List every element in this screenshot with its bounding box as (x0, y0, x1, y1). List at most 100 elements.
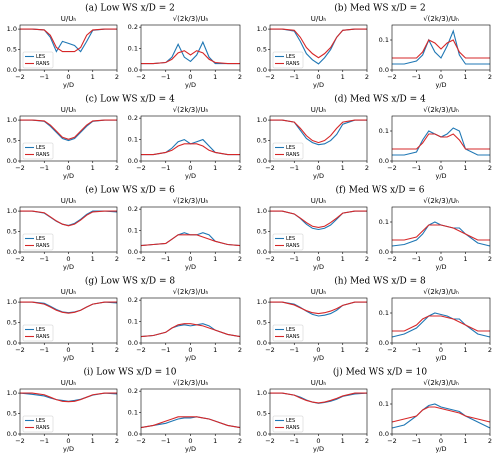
y-tick-label: 0.1 (128, 318, 138, 326)
x-tick-label: 1 (91, 346, 95, 354)
series-line (392, 315, 490, 332)
y-tick-label: 0.0 (7, 157, 17, 165)
x-tick-label: 2 (365, 437, 369, 445)
y-tick-label: 0.5 (257, 410, 267, 418)
x-tick-label: −2 (15, 255, 25, 263)
y-tick-label: 0.0 (257, 430, 267, 438)
x-tick-label: 0 (188, 164, 192, 172)
axes-title: √(2k/3)/Uₕ (423, 15, 459, 23)
x-tick-label: −1 (412, 437, 422, 445)
series-line (141, 138, 240, 156)
x-tick-label: 0 (316, 164, 320, 172)
legend-label: LES (36, 145, 45, 151)
x-tick-label: 1 (341, 164, 345, 172)
axes-frame (391, 206, 491, 253)
y-tick-label: 1.0 (7, 116, 17, 124)
y-tick-label: 0.0 (7, 66, 17, 74)
panel-title: (a) Low WS x/D = 2 (85, 3, 175, 14)
axes-frame (19, 297, 118, 344)
y-tick-label: 0.5 (257, 46, 267, 54)
x-tick-label: 1 (463, 437, 467, 445)
series-line (270, 392, 367, 404)
series-line (270, 392, 368, 404)
axes-frame (19, 115, 118, 162)
axes-title: U/Uₕ (311, 379, 327, 387)
x-tick-label: 0 (439, 73, 443, 81)
series-line (20, 119, 117, 142)
x-tick-label: −2 (136, 73, 146, 81)
y-tick-label: 0.1 (379, 127, 389, 135)
axes-title: U/Uₕ (61, 379, 77, 387)
x-tick-label: 2 (115, 255, 119, 263)
x-axis-label: y/D (313, 263, 324, 271)
y-tick-label: 1.0 (7, 298, 17, 306)
legend-label: RANS (286, 152, 300, 158)
x-tick-label: 1 (463, 73, 467, 81)
y-tick-label: 0.1 (379, 36, 389, 44)
x-tick-label: −1 (412, 346, 422, 354)
series-line (270, 301, 367, 315)
legend-label: RANS (286, 425, 300, 431)
x-axis-label: y/D (63, 354, 74, 362)
x-tick-label: 0 (316, 346, 320, 354)
axes-frame (19, 24, 118, 71)
y-tick-label: 0.0 (257, 157, 267, 165)
series-line (20, 28, 117, 53)
x-tick-label: 0 (66, 255, 70, 263)
x-tick-label: 2 (365, 255, 369, 263)
x-tick-label: 2 (365, 346, 369, 354)
x-axis-label: y/D (313, 445, 324, 453)
x-tick-label: 0 (188, 346, 192, 354)
x-tick-label: −2 (15, 346, 25, 354)
axes-frame (269, 297, 368, 344)
axes-title: √(2k/3)/Uₕ (173, 15, 209, 23)
y-tick-label: 0.0 (257, 248, 267, 256)
series-line (20, 301, 117, 314)
x-tick-label: 2 (365, 164, 369, 172)
x-tick-label: 1 (213, 437, 217, 445)
x-axis-label: y/D (435, 172, 446, 180)
x-tick-label: 0 (316, 255, 320, 263)
y-tick-label: 0.0 (379, 66, 389, 74)
series-line (20, 392, 117, 403)
series-line (20, 301, 118, 314)
x-tick-label: −1 (39, 164, 49, 172)
x-tick-label: −1 (412, 73, 422, 81)
panel-title: (j) Med WS x/D = 10 (333, 367, 427, 378)
x-tick-label: −2 (387, 73, 397, 81)
x-tick-label: 1 (463, 255, 467, 263)
y-tick-label: 0.2 (128, 205, 138, 213)
y-tick-label: 0.1 (379, 218, 389, 226)
y-tick-label: 1.0 (7, 389, 17, 397)
x-tick-label: −2 (136, 437, 146, 445)
series-line (140, 416, 241, 429)
axes-title: U/Uₕ (311, 15, 327, 23)
x-tick-label: −1 (289, 73, 299, 81)
x-tick-label: −2 (387, 164, 397, 172)
series-line (140, 234, 241, 247)
panel-title: (c) Low WS x/D = 4 (85, 94, 175, 105)
axes-title: U/Uₕ (61, 197, 77, 205)
axes-frame (269, 115, 368, 162)
x-tick-label: 1 (91, 73, 95, 81)
y-tick-label: 0.1 (379, 309, 389, 317)
y-tick-label: 0.0 (128, 66, 138, 74)
x-tick-label: −1 (39, 437, 49, 445)
x-tick-label: −1 (412, 164, 422, 172)
x-axis-label: y/D (63, 172, 74, 180)
x-tick-label: −1 (161, 73, 171, 81)
x-axis-label: y/D (185, 263, 196, 271)
x-axis-label: y/D (185, 354, 196, 362)
legend-label: LES (286, 145, 295, 151)
axes-frame (19, 206, 118, 253)
legend-label: RANS (36, 243, 50, 249)
y-tick-label: 1.0 (257, 298, 267, 306)
x-tick-label: −1 (289, 164, 299, 172)
series-line (270, 119, 367, 144)
legend-label: LES (286, 54, 295, 60)
axes-frame (269, 24, 368, 71)
panel-title: (h) Med WS x/D = 8 (334, 276, 426, 287)
x-tick-label: 0 (66, 437, 70, 445)
axes-title: U/Uₕ (311, 106, 327, 114)
